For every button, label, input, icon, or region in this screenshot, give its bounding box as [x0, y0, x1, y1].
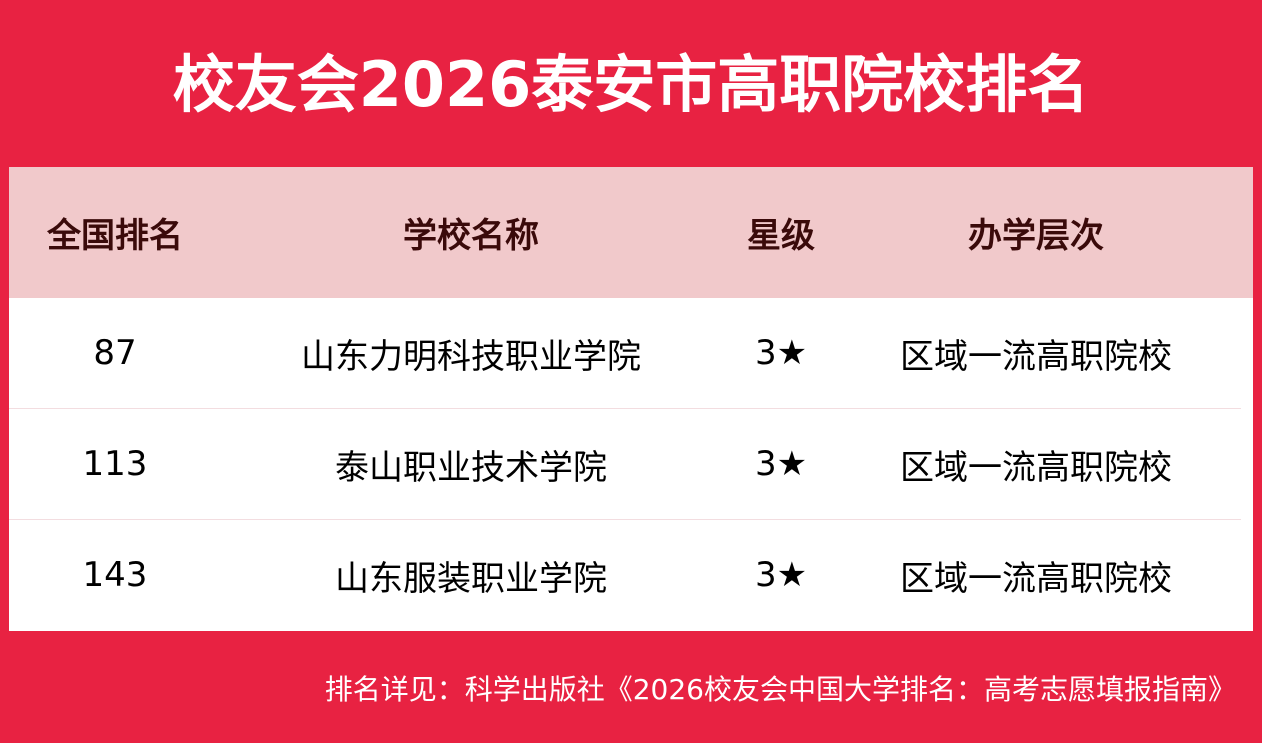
stars: 3★ [754, 333, 808, 373]
header-stars: 星级 [747, 216, 815, 256]
stars: 3★ [754, 444, 808, 484]
table-row: 143 山东服装职业学院 3★ 区域一流高职院校 [9, 520, 1241, 630]
level: 区域一流高职院校 [900, 447, 1172, 488]
header-school: 学校名称 [403, 216, 539, 256]
school-name: 山东服装职业学院 [335, 558, 607, 599]
rank: 143 [82, 555, 148, 595]
school-name: 山东力明科技职业学院 [301, 336, 641, 377]
rank: 87 [93, 333, 137, 373]
header-rank: 全国排名 [47, 216, 183, 256]
level: 区域一流高职院校 [900, 336, 1172, 377]
table-row: 87 山东力明科技职业学院 3★ 区域一流高职院校 [9, 298, 1241, 409]
school-name: 泰山职业技术学院 [335, 447, 607, 488]
header-level: 办学层次 [968, 216, 1104, 256]
stars: 3★ [754, 555, 808, 595]
rank: 113 [82, 444, 148, 484]
table-header: 全国排名 学校名称 星级 办学层次 [9, 167, 1253, 298]
table-row: 113 泰山职业技术学院 3★ 区域一流高职院校 [9, 409, 1241, 520]
ranking-table: 全国排名 学校名称 星级 办学层次 87 山东力明科技职业学院 3★ 区域一流高… [9, 167, 1253, 631]
page-title: 校友会2026泰安市高职院校排名 [172, 48, 1090, 121]
source-note: 排名详见：科学出版社《2026校友会中国大学排名：高考志愿填报指南》 [324, 673, 1236, 706]
level: 区域一流高职院校 [900, 558, 1172, 599]
